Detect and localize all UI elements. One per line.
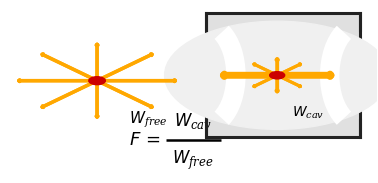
Text: $W_{\mathregular{cav}}$: $W_{\mathregular{cav}}$: [292, 104, 325, 121]
FancyBboxPatch shape: [206, 13, 360, 137]
Circle shape: [89, 77, 105, 85]
Ellipse shape: [164, 21, 378, 129]
Text: $W_{\mathregular{cav}}$: $W_{\mathregular{cav}}$: [174, 111, 212, 131]
Text: $W_{\mathregular{free}}$: $W_{\mathregular{free}}$: [172, 149, 214, 172]
Text: $W_{\mathregular{free}}$: $W_{\mathregular{free}}$: [129, 109, 167, 130]
Circle shape: [270, 72, 285, 79]
Text: $F\,=$: $F\,=$: [129, 131, 161, 149]
